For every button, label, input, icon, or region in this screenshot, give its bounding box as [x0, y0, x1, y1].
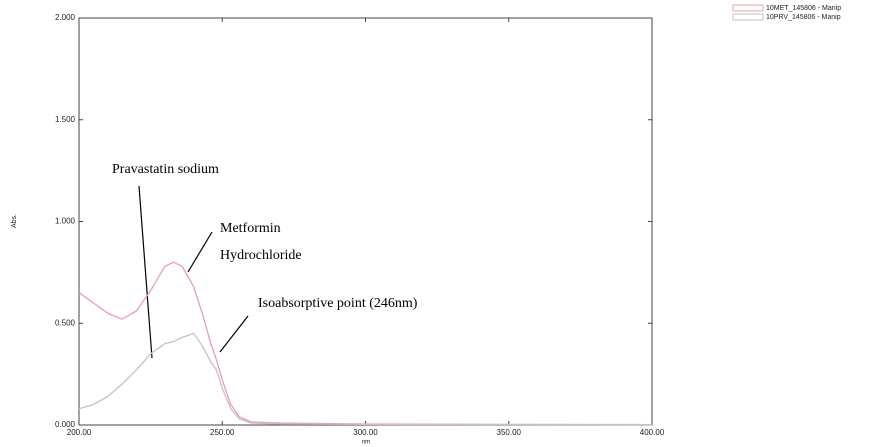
y-tick-label: 1.500 — [55, 115, 76, 124]
plot-frame — [78, 17, 653, 426]
x-tick-label: 300.00 — [353, 428, 378, 437]
y-tick-label: 0.000 — [55, 420, 76, 429]
x-tick-label: 350.00 — [497, 428, 522, 437]
legend-swatch — [732, 4, 764, 12]
annotation: Hydrochloride — [220, 248, 302, 263]
annotation: Isoabsorptive point (246nm) — [258, 296, 418, 311]
leader-line — [187, 231, 213, 273]
leader-line — [138, 185, 153, 359]
x-tick-label: 400.00 — [640, 428, 665, 437]
x-axis-label: nm — [362, 440, 370, 446]
annotation: Metformin — [220, 221, 281, 236]
x-tick-label: 250.00 — [210, 428, 235, 437]
y-tick-label: 2.000 — [55, 13, 76, 22]
y-tick-label: 0.500 — [55, 318, 76, 327]
series-line — [78, 261, 653, 426]
y-tick-label: 1.000 — [55, 217, 76, 226]
annotation: Pravastatin sodium — [112, 162, 219, 177]
leader-line — [219, 315, 249, 353]
legend-label: 10PRV_145806 - Manip — [766, 14, 841, 21]
x-tick-label: 200.00 — [67, 428, 92, 437]
legend-swatch — [732, 13, 764, 21]
series-line — [78, 332, 652, 426]
legend-label: 10MET_145806 - Manip — [766, 5, 841, 12]
y-axis-label: Abs. — [11, 214, 18, 228]
